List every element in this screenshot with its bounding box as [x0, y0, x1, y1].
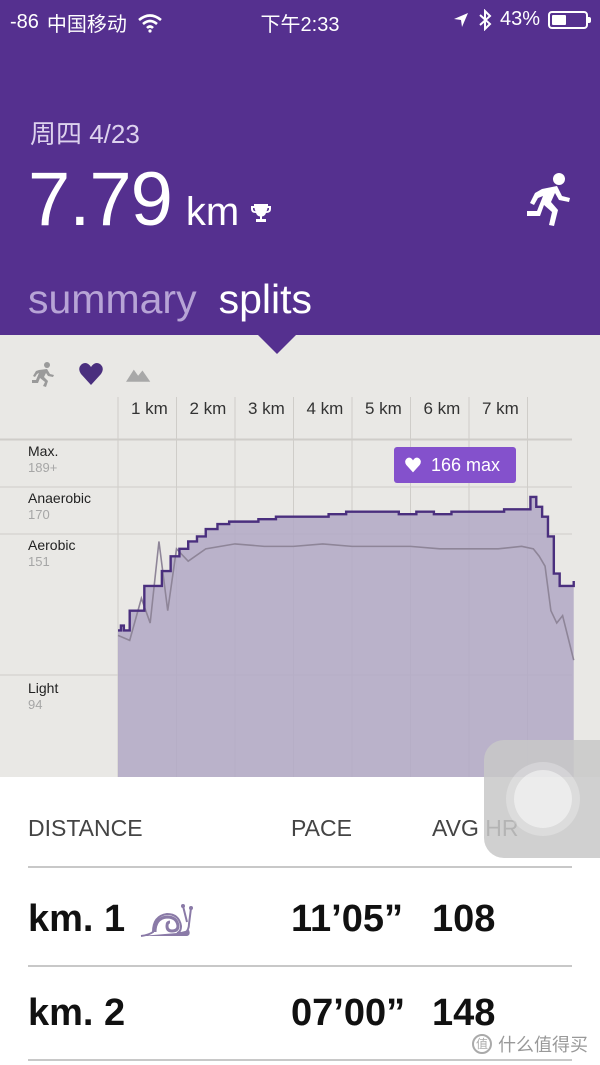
active-tab-pointer — [258, 335, 296, 354]
max-hr-badge: 166 max — [394, 447, 516, 483]
km-tick-label: 5 km — [365, 399, 402, 418]
split-pace: 11’05” — [291, 898, 403, 940]
watermark: 值 什么值得买 — [472, 1031, 588, 1057]
zone-label-max: Max. — [28, 443, 59, 459]
signal-strength: -86 — [10, 11, 39, 33]
heart-icon — [405, 457, 421, 473]
header-divider — [28, 866, 572, 868]
km-tick-label: 2 km — [189, 399, 227, 418]
watermark-text: 什么值得买 — [498, 1035, 588, 1055]
heart-rate-mode-icon[interactable] — [78, 361, 104, 387]
km-tick-label: 4 km — [306, 399, 344, 418]
assistive-touch-button[interactable] — [484, 740, 600, 858]
zone-label-anaerobic: Anaerobic — [28, 490, 92, 506]
watermark-logo-icon: 值 — [472, 1034, 492, 1054]
distance-value: 7.79 — [28, 157, 173, 242]
header-pace: PACE — [291, 815, 352, 841]
chart-mode-selector — [30, 361, 152, 387]
battery-icon — [548, 10, 591, 29]
location-arrow-icon — [453, 12, 468, 27]
zone-bpm-light: 94 — [28, 697, 43, 712]
tabs: summary splits — [28, 276, 312, 323]
header-distance: DISTANCE — [28, 815, 143, 841]
km-axis: 1 km 2 km 3 km 4 km 5 km 6 km 7 km — [0, 399, 600, 429]
elevation-mode-icon[interactable] — [126, 361, 152, 387]
chart-canvas — [0, 397, 575, 777]
km-tick-label: 7 km — [482, 399, 519, 418]
workout-date: 周四 4/23 — [30, 119, 140, 149]
trophy-icon — [251, 204, 272, 222]
zone-label-light: Light — [28, 680, 59, 696]
snail-icon — [141, 903, 194, 937]
battery-percent: 43% — [499, 8, 540, 30]
zone-bpm-max: 189+ — [28, 460, 58, 475]
split-row[interactable]: km. 2 07’00” 148 — [0, 992, 600, 1065]
zone-bpm-aerobic: 151 — [28, 554, 50, 569]
max-hr-value: 166 max — [431, 454, 501, 475]
zone-label-aerobic: Aerobic — [28, 537, 76, 553]
carrier-name: 中国移动 — [46, 14, 127, 36]
split-pace: 07’00” — [291, 992, 406, 1034]
km-tick-label: 3 km — [248, 399, 285, 418]
wifi-icon — [138, 13, 162, 33]
km-tick-label: 6 km — [423, 399, 461, 418]
split-avg-hr: 148 — [432, 992, 496, 1034]
tab-splits[interactable]: splits — [218, 276, 312, 322]
assistive-touch-knob — [514, 770, 572, 828]
zone-bpm-anaerobic: 170 — [28, 507, 50, 522]
row-divider — [28, 1059, 572, 1061]
status-time: 下午2:33 — [260, 14, 340, 36]
max-hr-line — [118, 495, 575, 632]
max-hr-area — [118, 496, 574, 777]
km-tick-label: 1 km — [131, 399, 168, 418]
bluetooth-icon — [479, 8, 492, 31]
splits-table-header: DISTANCE PACE AVG HR — [0, 815, 600, 867]
row-divider — [28, 965, 572, 967]
tab-summary[interactable]: summary — [28, 276, 197, 322]
split-km: km. 2 — [28, 992, 126, 1034]
pace-mode-icon[interactable] — [30, 361, 56, 387]
running-icon — [527, 173, 570, 226]
distance-unit: km — [185, 190, 240, 234]
workout-distance: 7.79 km — [28, 156, 273, 243]
avg-hr-line — [117, 541, 575, 661]
heart-rate-chart: 1 km 2 km 3 km 4 km 5 km 6 km 7 km Max. 189+ A… — [0, 335, 600, 777]
split-avg-hr: 108 — [432, 898, 496, 940]
split-km: km. 1 — [28, 898, 126, 940]
split-row[interactable]: km. 1 11’05” 108 — [0, 898, 600, 990]
workout-header: -86 中国移动 下午2:33 43% 周四 4/23 — [0, 0, 600, 335]
status-bar: -86 中国移动 下午2:33 43% — [0, 0, 600, 40]
